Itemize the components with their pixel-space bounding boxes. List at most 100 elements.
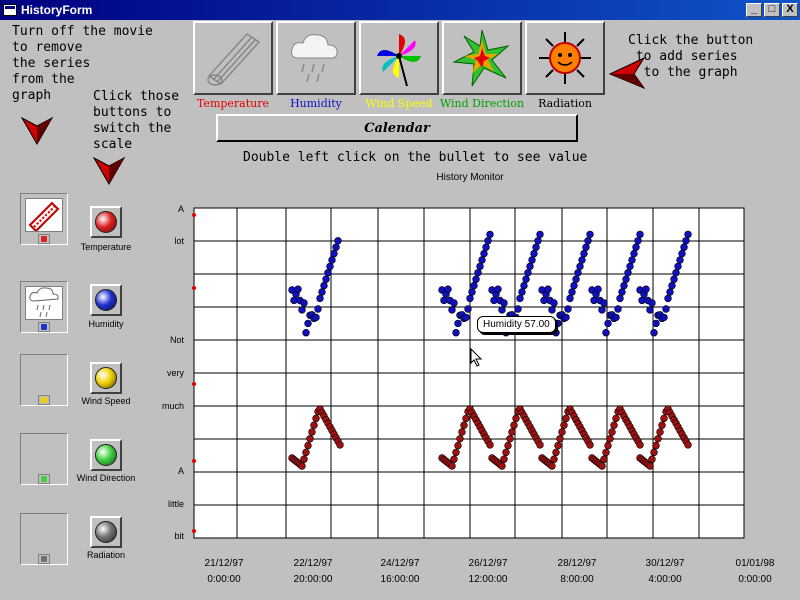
series-point[interactable] <box>672 419 680 427</box>
series-point[interactable] <box>458 311 466 319</box>
series-point[interactable] <box>294 459 302 467</box>
series-point[interactable] <box>526 423 534 431</box>
series-point[interactable] <box>476 423 484 431</box>
series-point[interactable] <box>320 281 328 290</box>
series-point[interactable] <box>448 306 456 314</box>
series-point[interactable] <box>326 262 334 271</box>
series-point[interactable] <box>646 306 654 314</box>
series-point[interactable] <box>298 462 306 470</box>
series-point[interactable] <box>316 405 324 413</box>
series-point[interactable] <box>626 262 634 271</box>
series-point[interactable] <box>676 426 684 435</box>
wind-speed-movie-panel[interactable] <box>20 354 68 406</box>
series-point[interactable] <box>444 285 452 293</box>
series-point[interactable] <box>596 296 604 305</box>
humidity-scale-button[interactable] <box>90 284 122 316</box>
series-point[interactable] <box>616 294 624 303</box>
series-point[interactable] <box>496 460 504 469</box>
series-point[interactable] <box>578 426 586 435</box>
humidity-movie-panel[interactable] <box>20 281 68 333</box>
series-point[interactable] <box>452 448 460 457</box>
series-point[interactable] <box>538 454 546 462</box>
series-point[interactable] <box>590 455 598 464</box>
series-point[interactable] <box>652 441 660 450</box>
series-point[interactable] <box>526 262 534 271</box>
series-point[interactable] <box>510 421 518 429</box>
series-point[interactable] <box>482 434 490 442</box>
series-point[interactable] <box>656 311 664 319</box>
series-point[interactable] <box>676 256 684 264</box>
series-point[interactable] <box>300 455 308 463</box>
series-point[interactable] <box>658 421 666 429</box>
series-point[interactable] <box>334 237 342 245</box>
series-point[interactable] <box>290 296 298 305</box>
series-point[interactable] <box>618 288 626 296</box>
series-point[interactable] <box>324 269 332 277</box>
series-point[interactable] <box>670 275 678 283</box>
series-point[interactable] <box>522 275 530 283</box>
series-point[interactable] <box>524 269 532 277</box>
series-point[interactable] <box>574 419 582 427</box>
series-point[interactable] <box>582 243 590 251</box>
series-point[interactable] <box>620 412 628 420</box>
close-button[interactable]: X <box>782 3 798 17</box>
series-point[interactable] <box>588 286 596 294</box>
series-point[interactable] <box>514 407 522 416</box>
series-point[interactable] <box>468 408 476 417</box>
series-point[interactable] <box>450 299 458 307</box>
radiation-movie-panel[interactable] <box>20 513 68 565</box>
series-point[interactable] <box>604 319 612 328</box>
series-point[interactable] <box>454 319 462 328</box>
series-point[interactable] <box>454 441 462 450</box>
series-point[interactable] <box>558 428 566 436</box>
series-point[interactable] <box>662 305 670 313</box>
series-point[interactable] <box>678 249 686 258</box>
series-point[interactable] <box>494 459 502 467</box>
series-point[interactable] <box>492 290 500 298</box>
series-point[interactable] <box>616 405 624 413</box>
series-point[interactable] <box>614 407 622 416</box>
series-point[interactable] <box>294 285 302 293</box>
series-point[interactable] <box>328 256 336 264</box>
series-point[interactable] <box>530 249 538 258</box>
series-point[interactable] <box>492 457 500 465</box>
series-point[interactable] <box>308 311 316 319</box>
series-point[interactable] <box>334 437 342 445</box>
series-point[interactable] <box>332 243 340 251</box>
series-point[interactable] <box>632 434 640 442</box>
series-point[interactable] <box>534 237 542 245</box>
wind-direction-bullet[interactable] <box>38 474 50 484</box>
series-point[interactable] <box>598 462 606 470</box>
series-point[interactable] <box>332 434 340 442</box>
series-point[interactable] <box>304 319 312 328</box>
series-point[interactable] <box>318 408 326 417</box>
series-point[interactable] <box>558 311 566 319</box>
series-point[interactable] <box>628 426 636 435</box>
series-point[interactable] <box>562 414 570 423</box>
series-point[interactable] <box>660 414 668 423</box>
series-point[interactable] <box>442 457 450 465</box>
series-point[interactable] <box>582 434 590 442</box>
radiation-bullet[interactable] <box>38 554 50 564</box>
series-point[interactable] <box>584 237 592 245</box>
series-point[interactable] <box>486 441 494 449</box>
series-point[interactable] <box>618 408 626 417</box>
series-point[interactable] <box>628 256 636 264</box>
series-point[interactable] <box>570 281 578 290</box>
series-point[interactable] <box>486 230 494 239</box>
series-point[interactable] <box>592 290 600 298</box>
series-point[interactable] <box>520 412 528 420</box>
series-point[interactable] <box>664 405 672 413</box>
series-point[interactable] <box>300 299 308 307</box>
series-point[interactable] <box>552 448 560 457</box>
series-point[interactable] <box>496 296 504 305</box>
series-point[interactable] <box>440 455 448 464</box>
series-point[interactable] <box>544 285 552 293</box>
series-point[interactable] <box>290 455 298 464</box>
series-point[interactable] <box>678 430 686 438</box>
series-point[interactable] <box>448 462 456 470</box>
series-point[interactable] <box>330 430 338 438</box>
series-point[interactable] <box>472 275 480 283</box>
series-point[interactable] <box>536 230 544 239</box>
wind-speed-scale-button[interactable] <box>90 362 122 394</box>
